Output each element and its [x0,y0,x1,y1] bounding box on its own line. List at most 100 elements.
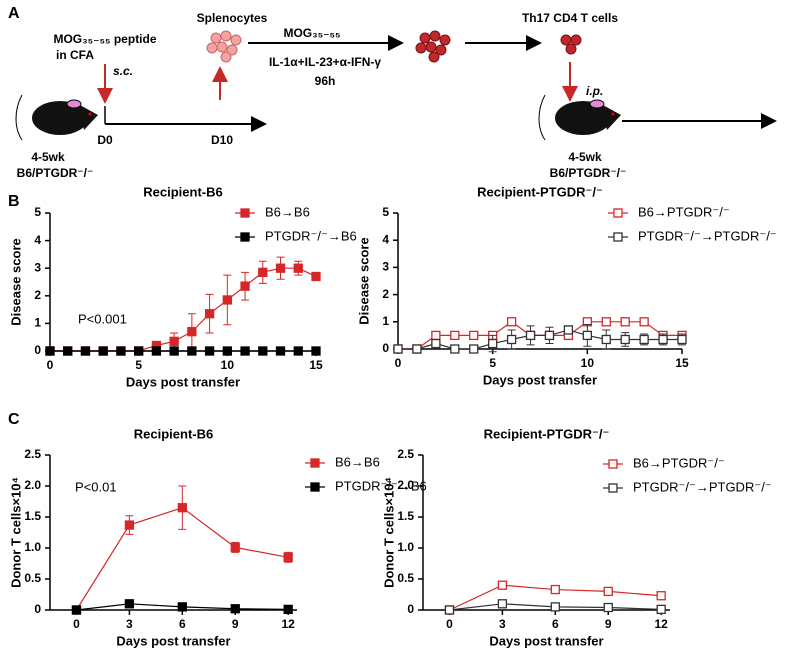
marker [230,542,240,553]
marker [603,586,613,597]
label: MOG₃₅₋₅₅ peptide [53,32,156,46]
marker [258,346,268,356]
x-tick-label: 10 [221,358,235,372]
marker [601,334,611,345]
y-tick-label: 3 [382,260,389,274]
x-tick-label: 6 [552,617,559,631]
y-tick-label: 1.5 [397,509,414,523]
label: Splenocytes [197,11,268,25]
marker [431,330,441,341]
y-axis-label: Disease score [356,237,371,324]
marker [230,604,240,614]
marker [603,602,613,613]
marker [506,317,517,327]
x-tick-label: 0 [47,358,54,372]
marker [293,263,303,273]
series-line [398,329,682,350]
marker [275,263,286,273]
label: 96h [315,74,336,88]
marker [310,458,320,468]
y-axis-label: Donor T cells×10⁴ [8,477,23,588]
marker [187,346,197,356]
marker [222,295,232,305]
chart-title: Recipient-B6 [134,426,213,441]
chart: Recipient-B6 Days post transfer Disease sc… [8,184,356,389]
marker [393,344,403,354]
marker [656,591,666,601]
x-tick-label: 15 [675,356,689,370]
marker [98,346,108,356]
x-axis-label: Days post transfer [126,374,240,389]
label: 4-5wk [568,150,602,164]
x-tick-label: 3 [126,617,133,631]
marker [550,602,560,612]
marker [497,580,508,590]
y-tick-label: 4 [382,232,389,246]
legend-label: PTGDR⁻/⁻→B6 [265,228,357,243]
marker [240,281,250,291]
x-axis-label: Days post transfer [489,633,603,648]
label: D10 [211,133,233,147]
y-tick-label: 0 [34,602,41,616]
x-tick-label: 5 [135,358,142,372]
series: PTGDR⁻/⁻→PTGDR⁻/⁻ [393,228,777,354]
x-axis-label: Days post transfer [483,372,597,387]
y-tick-label: 2 [34,288,41,302]
marker [497,599,508,609]
marker [45,346,55,356]
x-tick-label: 6 [179,617,186,631]
legend-label: B6→PTGDR⁻/⁻ [633,455,725,470]
y-tick-label: 2.5 [24,447,41,461]
x-tick-label: 9 [232,617,239,631]
y-tick-label: 1.5 [24,509,41,523]
x-tick-label: 9 [605,617,612,631]
y-tick-label: 0 [382,341,389,355]
marker [620,334,630,345]
label: D0 [97,133,113,147]
series: PTGDR⁻/⁻→PTGDR⁻/⁻ [444,479,772,615]
series: PTGDR⁻/⁻→B6 [71,478,427,615]
marker [550,584,560,595]
legend-label: B6→B6 [265,204,310,219]
label: in CFA [56,48,94,62]
x-tick-label: 5 [489,356,496,370]
marker [71,605,82,615]
x-tick-label: 10 [581,356,595,370]
series: PTGDR⁻/⁻→B6 [45,228,357,356]
marker [677,334,687,345]
marker [169,336,179,346]
panel-label: A [8,5,20,22]
marker [639,317,649,327]
series-line [50,267,317,352]
chart: Recipient-B6 Days post transfer Donor T ce… [8,426,426,648]
marker [124,599,135,609]
label: s.c. [113,64,133,78]
marker [431,338,441,349]
y-tick-label: 2 [382,287,389,301]
marker [240,346,250,356]
label: IL-1α+IL-23+α-IFN-γ [269,55,381,69]
marker [544,330,555,341]
x-tick-label: 0 [73,617,80,631]
marker [116,346,126,356]
series: B6→B6 [45,204,321,356]
chart-title: Recipient-PTGDR⁻/⁻ [477,184,603,199]
cell-cluster [206,30,242,63]
label: i.p. [586,84,603,98]
marker [204,346,215,356]
marker [258,267,268,277]
marker [151,346,162,356]
x-tick-label: 0 [395,356,402,370]
marker [450,344,460,354]
marker [601,317,611,327]
marker [582,330,592,341]
legend-label: PTGDR⁻/⁻→B6 [335,478,427,493]
marker [311,346,321,356]
marker [620,317,630,327]
panel-label: B [8,193,20,210]
marker [177,503,187,513]
chart: Recipient-PTGDR⁻/⁻ Days post transfer Dono… [381,426,771,648]
x-tick-label: 15 [309,358,323,372]
marker [80,346,91,356]
